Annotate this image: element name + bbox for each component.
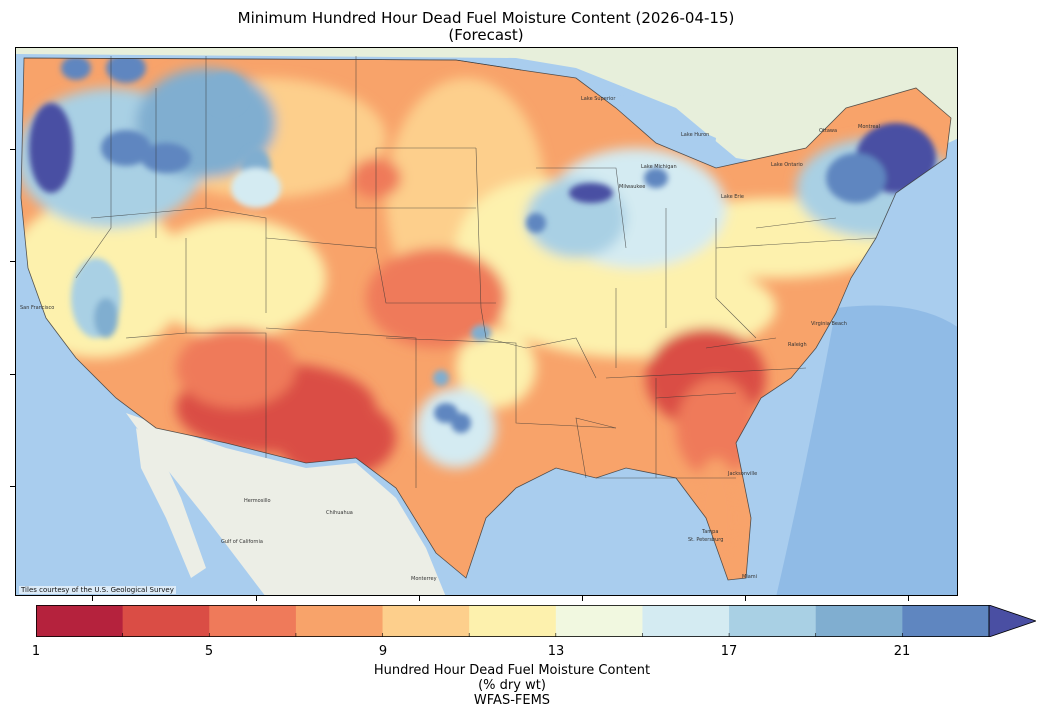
x-axis-tick <box>92 596 93 601</box>
us-outline <box>20 57 952 581</box>
place-label: Jacksonville <box>727 471 757 477</box>
place-label: Lake Superior <box>581 96 616 102</box>
place-label: Gulf of California <box>221 539 263 545</box>
place-label: Chihuahua <box>326 510 353 516</box>
place-label: Lake Michigan <box>641 164 677 170</box>
place-label: Lake Ontario <box>771 162 803 168</box>
title-line-2: (Forecast) <box>448 26 524 44</box>
place-label: San Francisco <box>20 305 54 311</box>
place-label: Monterrey <box>411 576 437 582</box>
colorbar-title-line-2: (% dry wt) <box>478 678 546 693</box>
map-panel[interactable]: Hermosillo Chihuahua Monterrey Gulf of C… <box>15 47 958 596</box>
colorbar-bin <box>209 605 297 637</box>
tile-credit: Tiles courtesy of the U.S. Geological Su… <box>19 586 176 594</box>
place-label: Raleigh <box>788 342 807 348</box>
y-axis-tick <box>10 374 15 375</box>
y-axis-tick <box>10 261 15 262</box>
colorbar-tick-label: 5 <box>204 644 214 659</box>
colorbar-tick-label: 9 <box>378 644 388 659</box>
chart-title: Minimum Hundred Hour Dead Fuel Moisture … <box>0 10 972 44</box>
x-axis-tick <box>745 596 746 601</box>
fuel-moisture-map: Hermosillo Chihuahua Monterrey Gulf of C… <box>16 48 957 595</box>
x-axis-tick <box>582 596 583 601</box>
colorbar-tick-label: 13 <box>547 644 565 659</box>
place-label: Milwaukee <box>619 184 645 190</box>
x-axis-tick <box>256 596 257 601</box>
baja-land <box>136 428 206 578</box>
canada-land <box>16 48 957 168</box>
x-axis-tick <box>419 596 420 601</box>
place-labels: Hermosillo Chihuahua Monterrey Gulf of C… <box>20 96 880 582</box>
colorbar-title-line-1: Hundred Hour Dead Fuel Moisture Content <box>373 663 651 678</box>
title-line-1: Minimum Hundred Hour Dead Fuel Moisture … <box>237 9 735 27</box>
colorbar-bin <box>36 605 124 637</box>
colorbar-tick-label: 21 <box>893 644 911 659</box>
colorbar-overflow-arrow <box>988 605 1036 637</box>
colorbar <box>36 605 1036 637</box>
colorbar-bins <box>36 605 990 637</box>
place-label: Ottawa <box>819 128 837 134</box>
mexico-land <box>126 413 446 595</box>
place-label: Virginia Beach <box>811 321 847 327</box>
y-axis-tick <box>10 149 15 150</box>
colorbar-bin <box>295 605 384 637</box>
colorbar-title: Hundred Hour Dead Fuel Moisture Content … <box>262 663 762 708</box>
colorbar-title-line-3: WFAS-FEMS <box>473 693 551 708</box>
state-boundaries <box>23 56 877 488</box>
colorbar-bin <box>729 605 817 637</box>
colorbar-bin <box>122 605 210 637</box>
x-axis-tick <box>908 596 909 601</box>
place-label: Hermosillo <box>244 498 271 504</box>
colorbar-frame <box>36 605 990 637</box>
colorbar-bin <box>815 605 903 637</box>
colorbar-bin <box>642 605 730 637</box>
colorbar-bin <box>555 605 643 637</box>
ocean-deep-atlantic <box>776 305 957 595</box>
colorbar-bin <box>469 605 557 637</box>
place-label: Tampa <box>701 529 718 535</box>
place-label: Montreal <box>858 124 880 130</box>
colorbar-bin <box>902 605 990 637</box>
place-label: Lake Huron <box>681 132 709 138</box>
colorbar-tick-label: 1 <box>31 644 41 659</box>
place-label: Miami <box>742 574 757 580</box>
colorbar-tick-label: 17 <box>720 644 738 659</box>
place-label: Lake Erie <box>721 194 744 200</box>
colorbar-bin <box>382 605 470 637</box>
place-label: St. Petersburg <box>688 537 723 543</box>
y-axis-tick <box>10 486 15 487</box>
